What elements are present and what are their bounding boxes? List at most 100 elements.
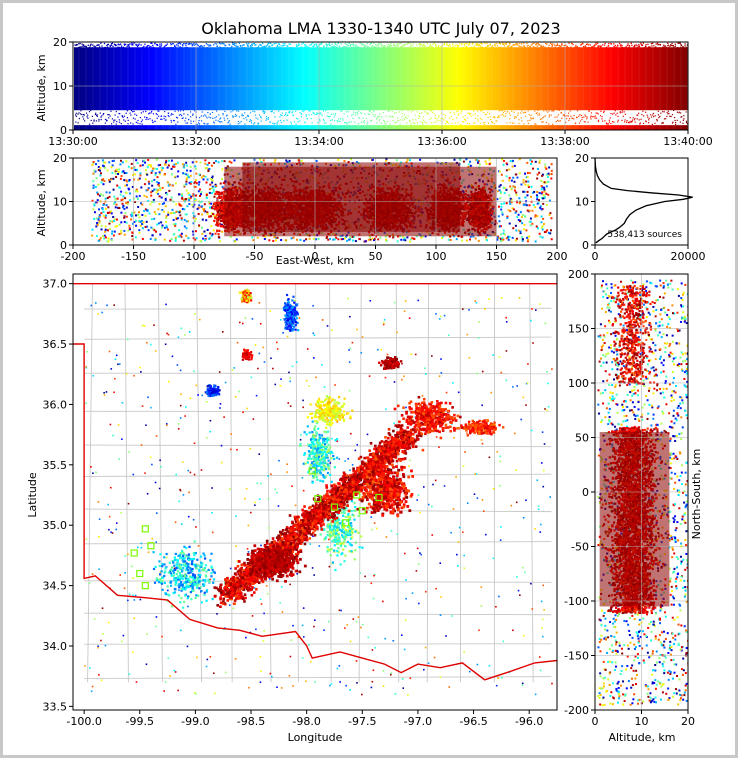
source-point bbox=[685, 111, 687, 113]
source-point bbox=[516, 44, 518, 46]
source-band bbox=[79, 125, 82, 130]
source-band bbox=[454, 47, 457, 111]
time-altitude-ylabel: Altitude, km bbox=[35, 54, 48, 121]
source-point bbox=[87, 117, 89, 119]
source-band bbox=[419, 47, 422, 111]
source-point bbox=[121, 198, 124, 201]
source-band bbox=[557, 47, 559, 111]
source-band bbox=[508, 125, 510, 130]
source-point bbox=[410, 45, 412, 47]
source-point bbox=[278, 43, 281, 46]
source-point bbox=[354, 240, 357, 243]
source-band bbox=[128, 125, 131, 130]
source-band bbox=[631, 125, 633, 130]
source-point bbox=[511, 122, 514, 124]
source-band bbox=[685, 47, 688, 111]
source-band bbox=[277, 47, 279, 111]
source-point bbox=[543, 188, 546, 191]
source-point bbox=[117, 43, 120, 45]
source-band bbox=[289, 125, 292, 130]
source-point bbox=[560, 46, 562, 48]
source-point bbox=[347, 45, 349, 47]
source-point bbox=[224, 44, 226, 47]
source-band bbox=[366, 47, 369, 111]
source-band bbox=[628, 47, 630, 111]
source-band bbox=[394, 125, 397, 130]
source-point bbox=[164, 205, 167, 208]
source-band bbox=[555, 47, 558, 111]
source-point bbox=[132, 117, 135, 119]
source-band bbox=[429, 47, 432, 111]
source-band bbox=[410, 47, 412, 111]
source-point bbox=[118, 119, 120, 121]
source-point bbox=[478, 163, 481, 166]
source-point bbox=[303, 46, 305, 48]
source-band bbox=[603, 125, 605, 130]
source-point bbox=[145, 118, 147, 121]
source-point bbox=[571, 117, 574, 119]
source-point bbox=[661, 122, 663, 124]
source-point bbox=[558, 44, 560, 47]
source-point bbox=[643, 115, 645, 117]
source-point bbox=[295, 45, 298, 48]
source-point bbox=[437, 46, 440, 48]
source-band bbox=[75, 125, 77, 130]
source-band bbox=[548, 47, 551, 111]
source-point bbox=[150, 200, 153, 203]
source-band bbox=[288, 125, 290, 130]
source-point bbox=[145, 220, 148, 223]
source-band bbox=[446, 47, 448, 111]
source-band bbox=[485, 125, 488, 130]
source-band bbox=[478, 47, 481, 111]
source-point bbox=[487, 122, 490, 124]
source-band bbox=[239, 125, 241, 130]
source-point bbox=[119, 177, 122, 180]
source-point bbox=[429, 43, 432, 46]
source-band bbox=[414, 125, 416, 130]
source-point bbox=[386, 45, 388, 47]
source-band bbox=[127, 47, 129, 111]
source-band bbox=[578, 125, 580, 130]
source-point bbox=[106, 229, 109, 232]
source-point bbox=[654, 115, 656, 117]
source-point bbox=[545, 181, 548, 184]
source-point bbox=[139, 174, 142, 177]
source-point bbox=[177, 170, 180, 173]
source-point bbox=[78, 112, 80, 114]
source-point bbox=[141, 219, 144, 222]
ew-altitude-sources bbox=[91, 158, 553, 243]
y-tick-label: 0 bbox=[60, 124, 67, 137]
source-band bbox=[221, 125, 223, 130]
source-point bbox=[335, 236, 338, 239]
source-point bbox=[293, 121, 296, 123]
source-point bbox=[561, 44, 563, 46]
source-point bbox=[278, 110, 280, 112]
source-point bbox=[614, 110, 616, 112]
source-band bbox=[516, 125, 518, 130]
source-band bbox=[107, 125, 110, 130]
source-band bbox=[529, 125, 531, 130]
source-band bbox=[137, 47, 139, 111]
source-point bbox=[208, 116, 210, 118]
source-band bbox=[685, 125, 688, 130]
source-band bbox=[589, 47, 591, 111]
source-point bbox=[122, 116, 124, 119]
source-point bbox=[502, 111, 505, 113]
source-band bbox=[618, 47, 621, 111]
source-band bbox=[342, 125, 345, 130]
source-band bbox=[309, 47, 311, 111]
source-point bbox=[343, 113, 345, 115]
source-point bbox=[576, 110, 579, 112]
source-point bbox=[137, 44, 140, 47]
source-point bbox=[206, 178, 209, 181]
source-point bbox=[440, 112, 442, 114]
source-point bbox=[174, 239, 177, 242]
source-band bbox=[484, 125, 486, 130]
source-point bbox=[174, 223, 177, 226]
source-point bbox=[674, 43, 676, 45]
source-point bbox=[415, 119, 417, 121]
source-point bbox=[602, 111, 605, 113]
source-point bbox=[431, 46, 433, 48]
source-point bbox=[165, 224, 168, 227]
source-band bbox=[184, 47, 187, 111]
